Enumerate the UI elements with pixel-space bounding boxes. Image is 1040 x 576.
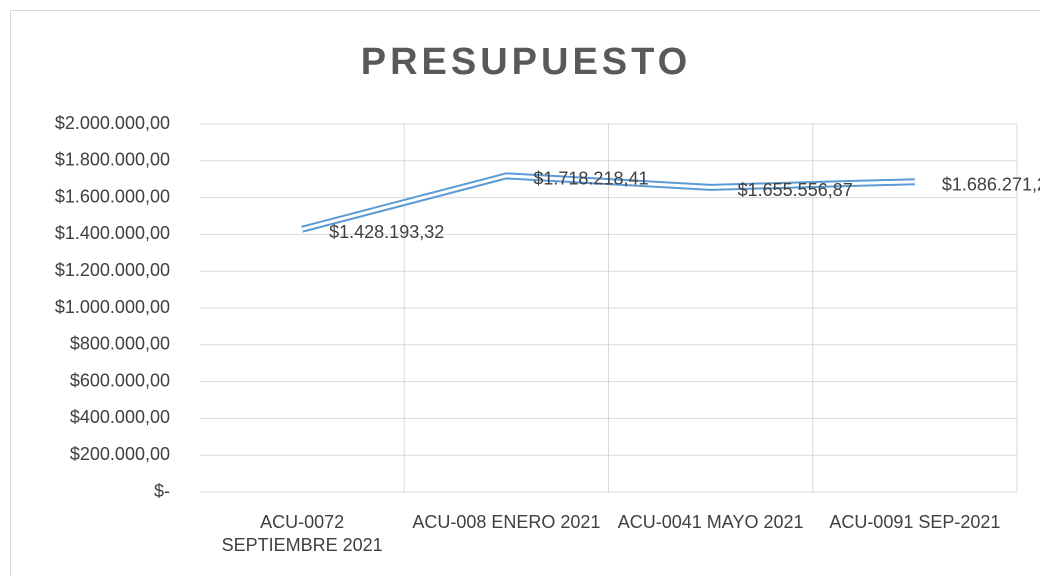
y-tick-label: $200.000,00: [70, 444, 170, 464]
x-tick-label: ACU-008 ENERO 2021: [412, 512, 601, 532]
data-label: $1.718.218,41: [533, 169, 648, 189]
chart-title: PRESUPUESTO: [361, 41, 691, 83]
x-tick-label: ACU-0072 SEPTIEMBRE 2021: [221, 512, 383, 555]
chart-border: [10, 10, 1040, 576]
y-tick-label: $1.400.000,00: [55, 223, 170, 243]
line-inner: [301, 174, 915, 231]
data-label: $1.428.193,32: [329, 222, 444, 242]
data-label: $1.686.271,26: [942, 174, 1040, 194]
y-tick-label: $800.000,00: [70, 334, 170, 354]
y-tick-label: $600.000,00: [70, 370, 170, 390]
x-tick-label: ACU-0041 MAYO 2021: [617, 512, 804, 532]
y-tick-label: $1.000.000,00: [55, 297, 170, 317]
y-tick-label: $2.000.000,00: [55, 113, 170, 133]
x-tick-label: ACU-0091 SEP-2021: [829, 512, 1001, 532]
y-tick-label: $1.800.000,00: [55, 150, 170, 170]
y-tick-label: $-: [154, 481, 170, 501]
y-tick-label: $1.200.000,00: [55, 260, 170, 280]
data-label: $1.655.556,87: [738, 180, 853, 200]
y-tick-label: $1.600.000,00: [55, 186, 170, 206]
y-tick-label: $400.000,00: [70, 407, 170, 427]
